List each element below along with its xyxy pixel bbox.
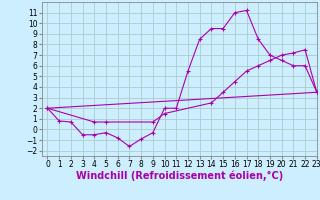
- X-axis label: Windchill (Refroidissement éolien,°C): Windchill (Refroidissement éolien,°C): [76, 171, 283, 181]
